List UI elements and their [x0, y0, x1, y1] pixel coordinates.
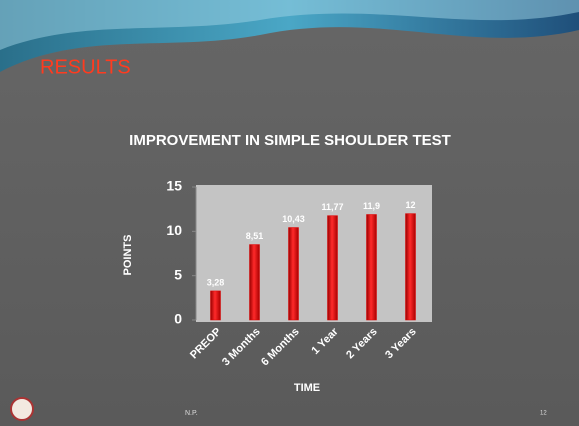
value-label: 8,51: [246, 231, 264, 241]
slide: RESULTS IMPROVEMENT IN SIMPLE SHOULDER T…: [0, 0, 579, 426]
page-number: 12: [540, 411, 547, 417]
value-label: 11,77: [321, 202, 343, 212]
y-tick-label: 0: [174, 311, 182, 327]
y-tick-label: 10: [166, 222, 182, 238]
value-label: 12: [405, 200, 415, 210]
footer: N.P.: [185, 410, 198, 417]
bar: [367, 214, 377, 320]
y-tick-label: 15: [166, 178, 182, 194]
bar: [406, 214, 416, 320]
bar: [211, 291, 221, 320]
value-label: 11,9: [363, 201, 380, 211]
y-tick-label: 5: [174, 266, 182, 282]
bar: [289, 228, 299, 320]
slide-heading: RESULTS: [40, 56, 131, 78]
y-axis-label: POINTS: [122, 235, 134, 276]
chart-title: IMPROVEMENT IN SIMPLE SHOULDER TEST: [129, 132, 451, 149]
bar: [328, 216, 338, 320]
value-label: 10,43: [282, 214, 305, 224]
plot-area: [196, 185, 432, 322]
bar: [250, 245, 260, 320]
logo: [11, 398, 33, 420]
value-label: 3,28: [207, 277, 225, 287]
x-axis-label: TIME: [294, 382, 320, 394]
